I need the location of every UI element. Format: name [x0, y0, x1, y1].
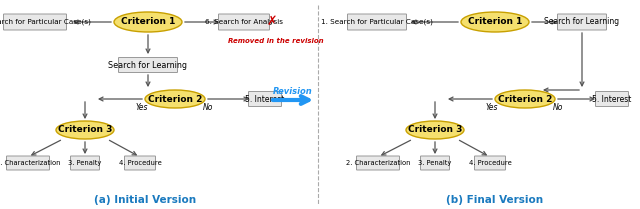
Text: 1. Search for Particular Case(s): 1. Search for Particular Case(s)	[0, 19, 91, 25]
Text: (b) Final Version: (b) Final Version	[447, 195, 543, 205]
Text: 5. Interest: 5. Interest	[592, 94, 632, 103]
Text: Search for Learning: Search for Learning	[109, 60, 188, 70]
Text: Yes: Yes	[136, 102, 148, 111]
Text: 1. Search for Particular Case(s): 1. Search for Particular Case(s)	[321, 19, 433, 25]
Text: No: No	[553, 102, 563, 111]
Text: 4. Procedure: 4. Procedure	[118, 160, 161, 166]
Text: 3. Penalty: 3. Penalty	[419, 160, 452, 166]
FancyBboxPatch shape	[348, 14, 406, 30]
Text: Criterion 2: Criterion 2	[498, 94, 552, 103]
Text: Search for Learning: Search for Learning	[545, 18, 620, 27]
FancyBboxPatch shape	[118, 57, 177, 73]
Ellipse shape	[56, 121, 114, 139]
Text: Criterion 1: Criterion 1	[468, 18, 522, 27]
Text: Criterion 3: Criterion 3	[58, 125, 112, 135]
Text: 2. Characterization: 2. Characterization	[346, 160, 410, 166]
FancyBboxPatch shape	[125, 156, 156, 170]
Text: Revision: Revision	[273, 88, 313, 97]
Text: Criterion 1: Criterion 1	[121, 18, 175, 27]
FancyBboxPatch shape	[595, 92, 628, 107]
Text: Criterion 2: Criterion 2	[148, 94, 202, 103]
FancyBboxPatch shape	[6, 156, 49, 170]
FancyBboxPatch shape	[420, 156, 449, 170]
Ellipse shape	[406, 121, 464, 139]
Text: 4. Procedure: 4. Procedure	[468, 160, 511, 166]
Text: 5. Interest: 5. Interest	[245, 94, 285, 103]
Text: (a) Initial Version: (a) Initial Version	[94, 195, 196, 205]
Text: ✗: ✗	[267, 14, 277, 28]
Text: Criterion 3: Criterion 3	[408, 125, 462, 135]
FancyBboxPatch shape	[557, 14, 607, 30]
FancyBboxPatch shape	[248, 92, 282, 107]
Text: 3. Penalty: 3. Penalty	[68, 160, 102, 166]
Text: Yes: Yes	[486, 102, 499, 111]
Text: No: No	[203, 102, 213, 111]
FancyBboxPatch shape	[474, 156, 506, 170]
FancyBboxPatch shape	[218, 14, 269, 30]
FancyBboxPatch shape	[356, 156, 399, 170]
FancyBboxPatch shape	[70, 156, 99, 170]
Ellipse shape	[145, 90, 205, 108]
FancyBboxPatch shape	[3, 14, 67, 30]
Ellipse shape	[495, 90, 555, 108]
Ellipse shape	[461, 12, 529, 32]
Text: Removed in the revision: Removed in the revision	[228, 38, 324, 44]
Ellipse shape	[114, 12, 182, 32]
Text: 6. Search for Analysis: 6. Search for Analysis	[205, 19, 283, 25]
Text: 2. Characterization: 2. Characterization	[0, 160, 60, 166]
